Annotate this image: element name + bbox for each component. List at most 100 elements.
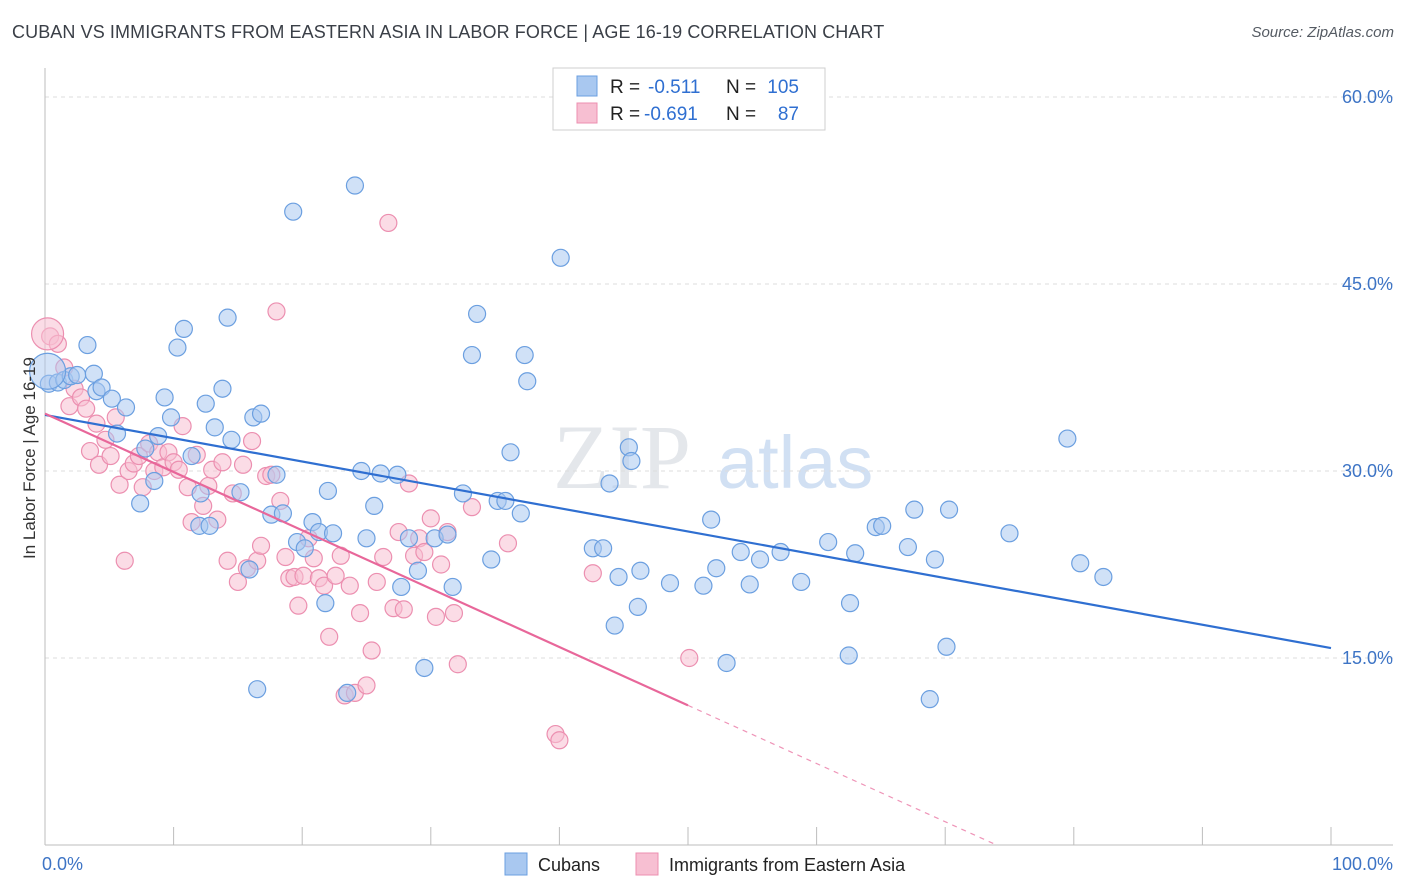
cubans-point — [750, 550, 770, 569]
y-tick-label: 60.0% — [1342, 87, 1393, 107]
cubans-point — [731, 542, 750, 562]
cubans-point — [937, 637, 956, 656]
asia-point — [101, 446, 120, 466]
asia-point — [362, 641, 381, 660]
cubans-point — [694, 576, 713, 595]
asia-point — [242, 431, 262, 451]
cubans-point — [318, 481, 338, 501]
asia-point — [228, 572, 247, 592]
cubans-point — [717, 653, 736, 673]
cubans-point — [515, 345, 534, 365]
legend-r-label-asia: R = — [610, 104, 640, 125]
asia-point — [431, 555, 451, 574]
trend-line-asia — [44, 412, 689, 707]
asia-point — [267, 302, 286, 321]
cubans-point — [594, 539, 613, 558]
chart-title: CUBAN VS IMMIGRANTS FROM EASTERN ASIA IN… — [12, 22, 885, 42]
cubans-point — [345, 176, 365, 195]
asia-point — [350, 604, 370, 623]
cubans-point — [205, 418, 224, 437]
legend-bottom-swatch-asia — [635, 852, 659, 876]
cubans-point — [116, 398, 136, 417]
cubans-point — [1000, 524, 1019, 543]
cubans-point — [1058, 429, 1077, 448]
cubans-point — [605, 616, 624, 635]
legend-r-value-asia: -0.691 — [644, 104, 698, 125]
y-tick-label: 45.0% — [1342, 274, 1393, 294]
cubans-point — [631, 561, 650, 580]
legend-swatch-cubans — [576, 75, 598, 97]
cubans-point — [267, 465, 286, 484]
cubans-point — [518, 372, 537, 391]
asia-point — [462, 498, 482, 517]
legend-n-value-cubans: 105 — [767, 77, 799, 98]
asia-point — [550, 731, 569, 750]
trend-line-cubans — [44, 413, 1332, 650]
y-axis-title: In Labor Force | Age 16-19 — [20, 357, 39, 559]
asia-point — [110, 475, 129, 494]
cubans-point — [240, 560, 259, 579]
cubans-point — [155, 388, 174, 407]
cubans-point — [840, 594, 860, 613]
cubans-point — [196, 394, 215, 413]
asia-point — [320, 627, 339, 646]
cubans-point — [213, 379, 232, 398]
asia-point — [421, 509, 440, 528]
cubans-point — [248, 680, 267, 699]
cubans-point — [323, 524, 343, 543]
asia-point — [77, 399, 96, 418]
trend-line-asia-extension — [687, 704, 997, 846]
legend-n-label-cubans: N = — [726, 77, 756, 98]
asia-point — [374, 547, 393, 567]
asia-point — [583, 564, 602, 583]
watermark-zip: ZIP — [553, 406, 691, 508]
asia-point — [444, 604, 464, 623]
asia-point — [80, 441, 100, 461]
legend-r-value-cubans: -0.511 — [648, 77, 700, 98]
asia-point — [340, 576, 359, 595]
legend-swatch-asia — [576, 102, 598, 124]
asia-point — [394, 600, 413, 619]
asia-point — [326, 566, 345, 585]
asia-point — [251, 536, 271, 555]
x-label-right: 100.0% — [1332, 854, 1393, 874]
cubans-point — [707, 559, 726, 578]
asia-point — [426, 607, 446, 626]
cubans-point — [925, 550, 945, 569]
cubans-point — [415, 658, 434, 678]
y-tick-label: 15.0% — [1342, 648, 1393, 668]
cubans-point — [399, 529, 419, 548]
asia-point — [289, 596, 308, 615]
cubans-point — [628, 597, 647, 616]
legend-bottom: Cubans Immigrants from Eastern Asia — [504, 852, 906, 876]
cubans-point — [371, 464, 390, 483]
cubans-point — [316, 594, 335, 613]
legend-bottom-swatch-cubans — [504, 852, 528, 876]
cubans-point — [443, 577, 462, 597]
cubans-point — [357, 529, 376, 548]
cubans-point — [295, 539, 314, 558]
cubans-point — [600, 474, 619, 493]
tick-labels: 15.0% 30.0% 45.0% 60.0% — [1342, 87, 1393, 668]
cubans-point — [873, 516, 892, 535]
asia-point — [367, 572, 386, 592]
cubans-point — [408, 561, 428, 580]
cubans-point — [131, 494, 150, 513]
cubans-point — [1071, 554, 1090, 573]
asia-point — [276, 547, 295, 567]
y-tick-label: 30.0% — [1342, 461, 1393, 481]
cubans-point — [136, 439, 155, 458]
cubans-point — [839, 646, 858, 665]
watermark-atlas: atlas — [717, 421, 873, 504]
cubans-point — [231, 483, 250, 502]
cubans-point — [511, 504, 530, 523]
cubans-point — [174, 319, 193, 338]
cubans-point — [222, 430, 241, 449]
cubans-point — [551, 248, 570, 267]
cubans-point — [102, 389, 121, 408]
asia-point — [415, 542, 434, 562]
asia-point — [379, 213, 398, 233]
cubans-point — [78, 335, 97, 355]
legend-bottom-label-asia: Immigrants from Eastern Asia — [669, 855, 906, 875]
asia-point — [357, 676, 376, 695]
